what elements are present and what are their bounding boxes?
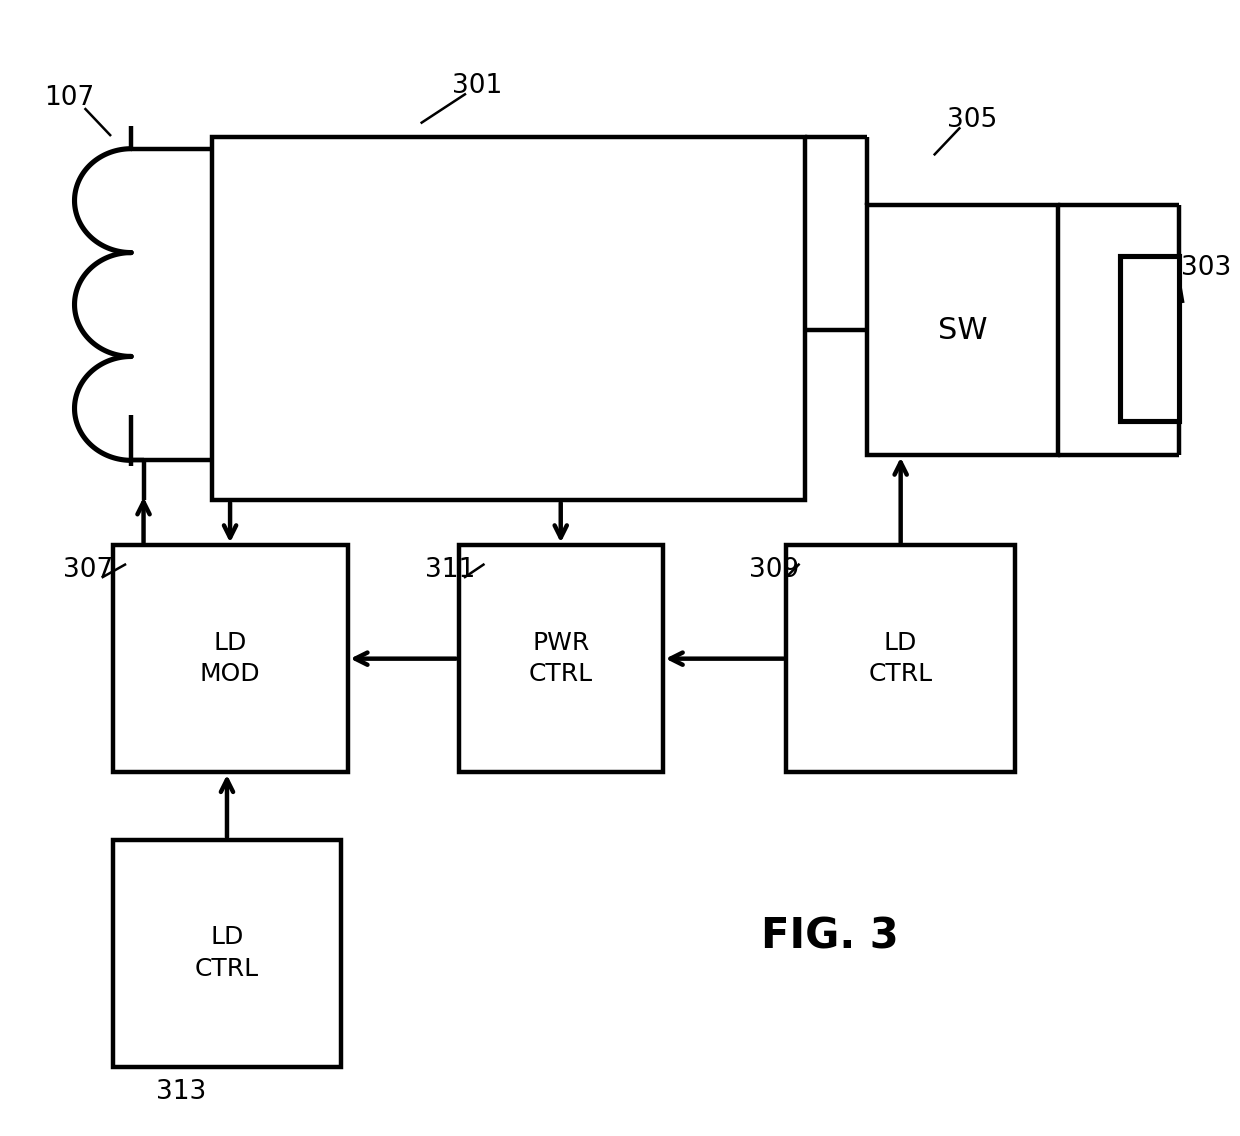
Bar — [459, 545, 662, 772]
Text: 311: 311 — [425, 558, 475, 583]
Text: FIG. 3: FIG. 3 — [760, 916, 899, 958]
Text: LD
MOD: LD MOD — [200, 630, 260, 686]
Text: 305: 305 — [946, 108, 997, 133]
Text: 303: 303 — [1182, 254, 1231, 281]
Text: 309: 309 — [749, 558, 799, 583]
Text: 301: 301 — [453, 74, 502, 99]
Text: LD
CTRL: LD CTRL — [195, 926, 259, 982]
Text: SW: SW — [937, 316, 987, 344]
Bar — [113, 840, 341, 1067]
Text: 107: 107 — [45, 85, 94, 110]
Bar — [212, 137, 805, 500]
Text: 307: 307 — [63, 558, 113, 583]
Bar — [786, 545, 1016, 772]
Text: PWR
CTRL: PWR CTRL — [528, 630, 593, 686]
Text: 313: 313 — [155, 1078, 206, 1104]
Bar — [867, 206, 1058, 454]
Bar — [1120, 257, 1179, 420]
Bar — [113, 545, 347, 772]
Text: LD
CTRL: LD CTRL — [868, 630, 932, 686]
